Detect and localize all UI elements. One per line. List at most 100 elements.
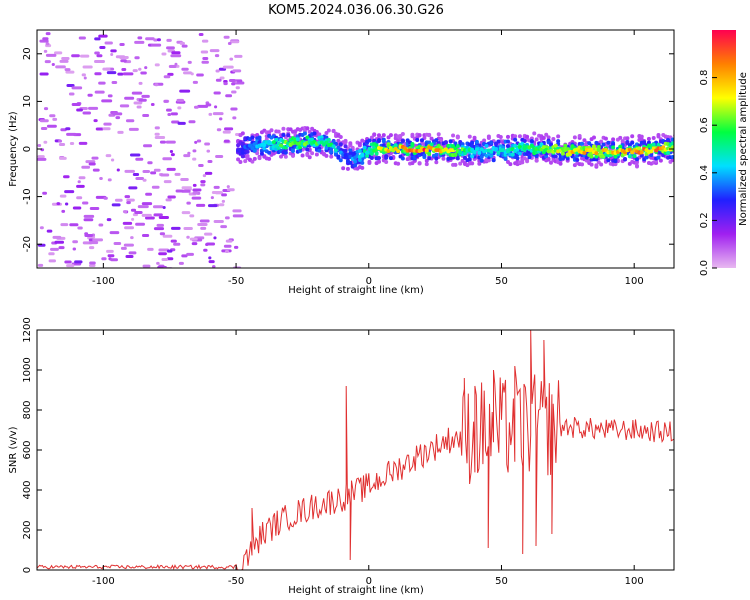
spectrogram-ridge-cell — [405, 152, 410, 157]
spectrogram-ridge-cell — [436, 132, 441, 137]
spectrogram-ridge-cell — [250, 135, 255, 140]
spectrogram-ridge-cell — [541, 145, 546, 150]
spectrogram-ridge-cell — [252, 156, 257, 161]
spectrogram-noise-cell — [58, 139, 63, 143]
spectrogram-noise-cell — [183, 71, 193, 75]
snr-x-tick-label: -100 — [92, 576, 115, 587]
spectrogram-ridge-cell — [489, 153, 494, 158]
spectrogram-ridge-cell — [496, 150, 501, 155]
spectrogram-ridge-cell — [486, 158, 491, 163]
spectrogram-ridge-cell — [415, 138, 420, 143]
spectrogram-noise-cell — [88, 162, 96, 166]
spectrogram-ridge-cell — [474, 147, 479, 152]
spectrogram-ridge-cell — [376, 159, 381, 164]
spectrogram-ridge-cell — [369, 135, 374, 140]
spectrogram-noise-cell — [71, 54, 80, 58]
spectrogram-noise-cell — [37, 155, 45, 159]
spectrogram-noise-cell — [111, 81, 118, 85]
spectrogram-noise-cell — [224, 127, 234, 131]
spectrogram-noise-cell — [165, 198, 172, 202]
spectrogram-ridge-cell — [546, 157, 551, 162]
spectrogram-noise-cell — [124, 226, 135, 230]
spectrogram-noise-cell — [116, 168, 120, 172]
spectrogram-noise-cell — [162, 206, 166, 210]
spectrogram-noise-cell — [94, 72, 102, 76]
spectrogram-noise-cell — [142, 170, 151, 174]
spectrogram-noise-cell — [179, 89, 191, 93]
spectrogram-noise-cell — [45, 53, 57, 57]
spectrogram-noise-cell — [214, 54, 220, 58]
spectrogram-noise-cell — [187, 60, 192, 64]
spectrogram-noise-cell — [104, 41, 113, 45]
spectrogram-noise-cell — [163, 99, 169, 103]
spectrogram-noise-cell — [64, 68, 71, 72]
spectrogram-noise-cell — [215, 69, 220, 73]
spectrogram-ridge-cell — [627, 147, 632, 152]
spectrogram-noise-cell — [223, 82, 228, 86]
spectrogram-ridge-cell — [582, 138, 587, 143]
spectrogram-ridge-cell — [525, 158, 530, 163]
spectrogram-noise-cell — [145, 192, 153, 196]
spectrogram-ridge-cell — [587, 141, 592, 146]
spectrogram-ridge-cell — [410, 141, 415, 146]
spectrogram-ridge-cell — [577, 134, 582, 139]
spectrogram-noise-cell — [40, 127, 48, 131]
spectrogram-noise-cell — [64, 190, 75, 194]
spectrogram-noise-cell — [59, 156, 67, 160]
spectrogram-noise-cell — [60, 223, 69, 227]
spectrogram-noise-cell — [187, 151, 191, 155]
spectrogram-noise-cell — [198, 163, 204, 167]
spectrogram-noise-cell — [226, 185, 230, 189]
spectrogram-noise-cell — [98, 81, 106, 85]
colorbar: 0.0 0.2 0.4 0.6 0.8 Normalized spectral ampl… — [699, 30, 749, 276]
spectrogram-ridge-cell — [599, 162, 604, 167]
spectrogram-ridge-cell — [632, 154, 637, 159]
spectrogram-ridge-cell — [365, 153, 370, 158]
spectrogram-noise-cell — [130, 236, 134, 240]
spectrogram-noise-cell — [61, 209, 66, 213]
spectrogram-ridge-cell — [451, 133, 456, 138]
spectrogram-noise-cell — [166, 46, 175, 50]
spectrogram-noise-cell — [147, 247, 154, 251]
spectrogram-noise-cell — [192, 149, 197, 153]
spectrogram-ridge-cell — [510, 152, 515, 157]
spectrogram-noise-cell — [99, 176, 103, 180]
spectrogram-noise-cell — [88, 241, 99, 245]
spectrogram-noise-cell — [126, 201, 131, 205]
spectrogram-ridge-cell — [369, 151, 374, 156]
spectrogram-noise-cell — [170, 226, 181, 230]
spectrogram-ridge-cell — [443, 140, 448, 145]
spectrogram-noise-cell — [132, 69, 138, 73]
spectrogram-noise-cell — [209, 49, 220, 53]
spectrogram-noise-cell — [141, 202, 153, 206]
spectrogram-noise-cell — [142, 264, 151, 268]
spectrogram-ridge-cell — [365, 150, 370, 155]
spectrogram-noise-cell — [159, 232, 166, 236]
spectrogram-noise-cell — [166, 249, 173, 253]
spectrogram-ridge-cell — [274, 143, 279, 148]
spectrogram-ridge-cell — [503, 156, 508, 161]
spectrogram-ridge-cell — [417, 149, 422, 154]
spectrogram-noise-cell — [119, 104, 130, 108]
spectrogram-noise-cell — [158, 248, 169, 252]
spectrogram-noise-cell — [230, 107, 238, 111]
spectrogram-ridge-cell — [634, 157, 639, 162]
spectrogram-noise-cell — [163, 180, 172, 184]
spectrogram-noise-cell — [189, 214, 195, 218]
spectrogram-ridge-cell — [515, 156, 520, 161]
spectrogram-ridge-cell — [618, 135, 623, 140]
spectrogram-noise-cell — [81, 165, 91, 169]
spectrogram-noise-cell — [174, 62, 178, 66]
spectrogram-ridge-cell — [513, 137, 518, 142]
spectrogram-ridge-cell — [467, 134, 472, 139]
spectrogram-ridge-cell — [606, 158, 611, 163]
spectrogram-noise-cell — [179, 41, 185, 45]
spectrogram-ridge-cell — [486, 135, 491, 140]
spectrogram-y-tick-label: -20 — [22, 236, 33, 252]
spectrogram-noise-cell — [88, 264, 96, 268]
spectrogram-ridge-cell — [262, 143, 267, 148]
spectrogram-ridge-cell — [305, 126, 310, 131]
spectrogram-noise-cell — [173, 242, 181, 246]
spectrogram-ridge-cell — [353, 163, 358, 168]
spectrogram-noise-cell — [76, 196, 83, 200]
